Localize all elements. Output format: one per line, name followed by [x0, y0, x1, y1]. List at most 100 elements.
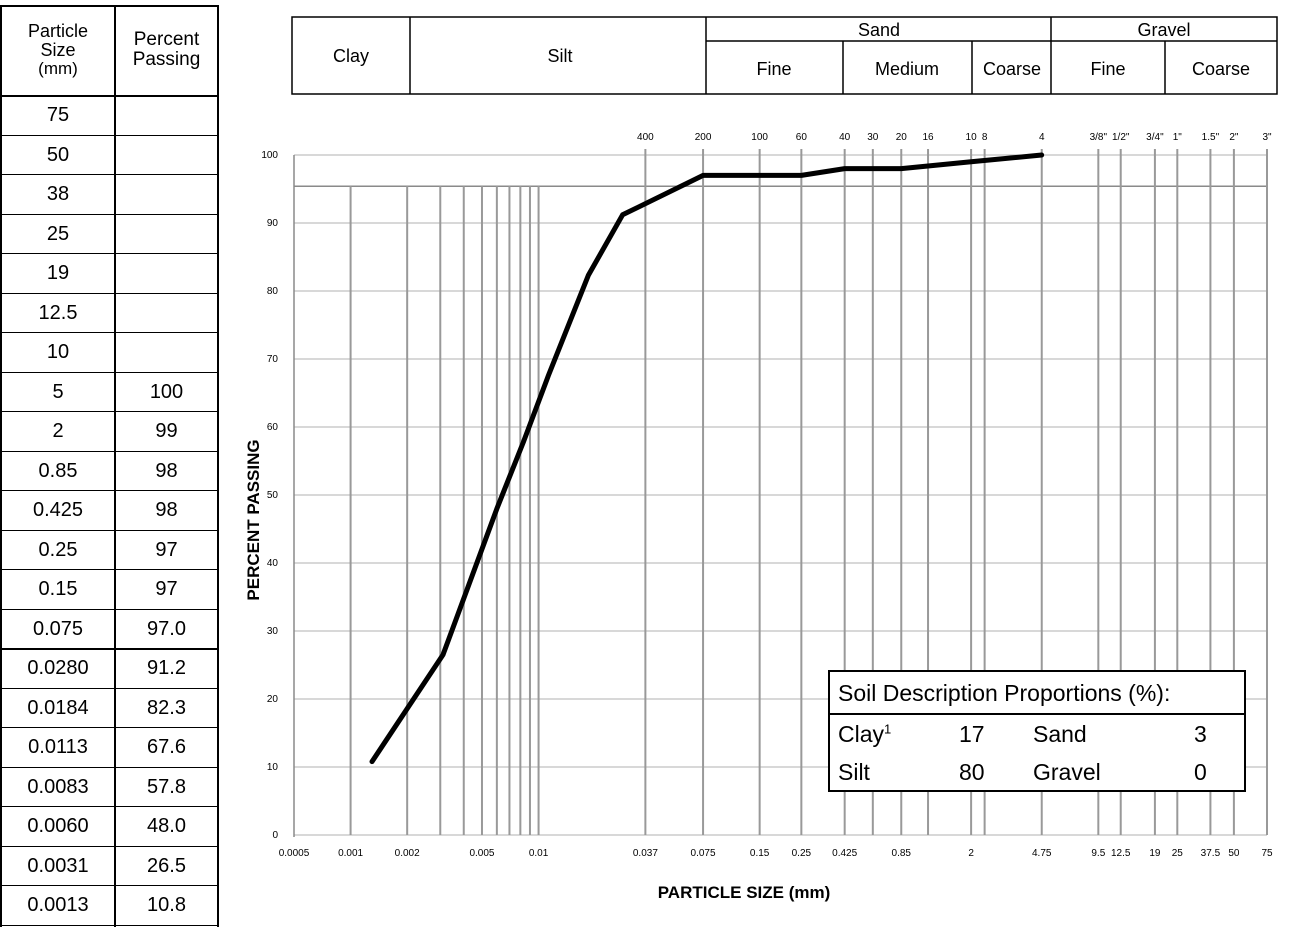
gravel-fine-label: Fine	[1090, 59, 1125, 79]
sieve-label: 1/2"	[1112, 132, 1130, 143]
y-tick-label: 40	[267, 558, 279, 569]
particle-size-cell: 0.25	[38, 538, 78, 561]
sieve-label: 3"	[1262, 132, 1272, 143]
plot-series	[369, 152, 1045, 765]
table-row-rule	[0, 213, 218, 215]
table-row-rule	[0, 569, 218, 571]
particle-size-cell: 0.0060	[27, 815, 89, 838]
size-header: Particle Size (mm)	[1, 6, 115, 94]
size-header-line: Size	[40, 40, 76, 61]
y-tick-label: 10	[267, 762, 279, 773]
particle-size-cell: 75	[46, 104, 70, 127]
particle-size-cell: 5	[52, 380, 64, 403]
table-row-rule	[0, 134, 218, 136]
percent-passing-cell: 97	[155, 538, 178, 561]
table-row-rule	[0, 648, 218, 650]
soil-box-title: Soil Description Proportions (%):	[838, 680, 1171, 706]
y-tick-label: 80	[267, 286, 279, 297]
x-tick-label: 37.5	[1201, 848, 1221, 859]
size-header-line: (mm)	[38, 58, 78, 78]
sand-fine-label: Fine	[756, 59, 791, 79]
table-row-rule	[0, 845, 218, 847]
sand-coarse-label: Coarse	[983, 59, 1041, 79]
x-tick-label: 12.5	[1111, 848, 1131, 859]
x-tick-label: 0.075	[691, 848, 716, 859]
y-tick-label: 90	[267, 218, 279, 229]
sieve-label: 40	[839, 132, 851, 143]
table-header-rule	[0, 95, 218, 97]
table-column-rule	[217, 5, 219, 927]
percent-passing-cell: 98	[155, 499, 178, 522]
passing-header-line: Percent	[133, 29, 200, 51]
particle-size-table: Particle Size (mm) Percent Passing 75 50 38 25 19…	[0, 0, 219, 928]
particle-size-cell: 0.075	[32, 617, 84, 640]
particle-size-cell: 0.0184	[27, 696, 89, 719]
percent-passing-cell: 67.6	[147, 736, 186, 759]
particle-size-cell: 0.0280	[27, 657, 89, 680]
sand-proportion-label: Sand	[1033, 721, 1087, 747]
particle-size-cell: 0.85	[38, 459, 78, 482]
passing-header: Percent Passing	[115, 6, 218, 94]
sieve-label: 3/8"	[1090, 132, 1108, 143]
y-tick-label: 0	[272, 830, 278, 841]
table-row-rule	[0, 766, 218, 768]
sieve-label: 10	[966, 132, 978, 143]
y-tick-label: 30	[267, 626, 279, 637]
x-tick-label: 0.25	[792, 848, 812, 859]
particle-size-cell: 0.15	[38, 578, 78, 601]
table-row-rule	[0, 292, 218, 294]
x-tick-label: 0.0005	[279, 848, 310, 859]
sand-proportion-value: 3	[1194, 721, 1207, 747]
gravel-proportion-value: 0	[1194, 759, 1207, 785]
x-tick-label: 0.85	[892, 848, 912, 859]
silt-proportion-label: Silt	[838, 759, 870, 785]
x-tick-label: 0.005	[469, 848, 494, 859]
x-tick-label: 50	[1228, 848, 1240, 859]
percent-passing-cell: 48.0	[147, 815, 186, 838]
particle-size-cell: 10	[46, 341, 70, 364]
gravel-coarse-label: Coarse	[1192, 59, 1250, 79]
particle-size-cell: 12.5	[38, 301, 78, 324]
table-border-top	[0, 5, 218, 7]
clay-proportion-value: 17	[959, 721, 985, 747]
table-row-rule	[0, 411, 218, 413]
percent-passing-cell: 82.3	[147, 696, 186, 719]
sieve-label: 100	[751, 132, 768, 143]
gravel-label: Gravel	[1137, 20, 1190, 40]
table-row-rule	[0, 727, 218, 729]
percent-passing-cell: 99	[155, 420, 178, 443]
x-tick-label: 0.002	[395, 848, 420, 859]
x-tick-label: 75	[1261, 848, 1273, 859]
y-tick-label: 100	[261, 150, 278, 161]
percent-passing-cell: 10.8	[147, 894, 186, 917]
x-tick-label: 4.75	[1032, 848, 1052, 859]
gravel-proportion-label: Gravel	[1033, 759, 1101, 785]
y-tick-label: 20	[267, 694, 279, 705]
x-tick-label: 9.5	[1091, 848, 1105, 859]
table-row-rule	[0, 490, 218, 492]
particle-size-cell: 0.0013	[27, 894, 89, 917]
sieve-label: 400	[637, 132, 654, 143]
sieve-label: 20	[896, 132, 908, 143]
silt-label: Silt	[547, 46, 572, 66]
particle-size-cell: 0.0031	[27, 854, 89, 877]
clay-footnote: 1	[884, 721, 892, 737]
gradation-curve	[369, 152, 1045, 765]
percent-passing-cell: 91.2	[147, 657, 186, 680]
x-tick-label: 19	[1149, 848, 1161, 859]
clay-text: Clay	[838, 721, 885, 747]
particle-size-cell: 25	[46, 222, 70, 245]
passing-header-line: Passing	[132, 49, 201, 70]
y-tick-label: 50	[267, 490, 279, 501]
percent-passing-cell: 26.5	[147, 854, 186, 877]
percent-passing-cell: 97.0	[147, 617, 186, 640]
x-axis-label: PARTICLE SIZE (mm)	[658, 883, 831, 902]
y-axis-label: PERCENT PASSING	[244, 439, 263, 600]
x-tick-label: 0.01	[529, 848, 549, 859]
particle-size-cell: 0.425	[32, 499, 84, 522]
sieve-label: 1.5"	[1202, 132, 1220, 143]
sieve-label: 1"	[1173, 132, 1183, 143]
table-column-rule	[114, 5, 116, 927]
